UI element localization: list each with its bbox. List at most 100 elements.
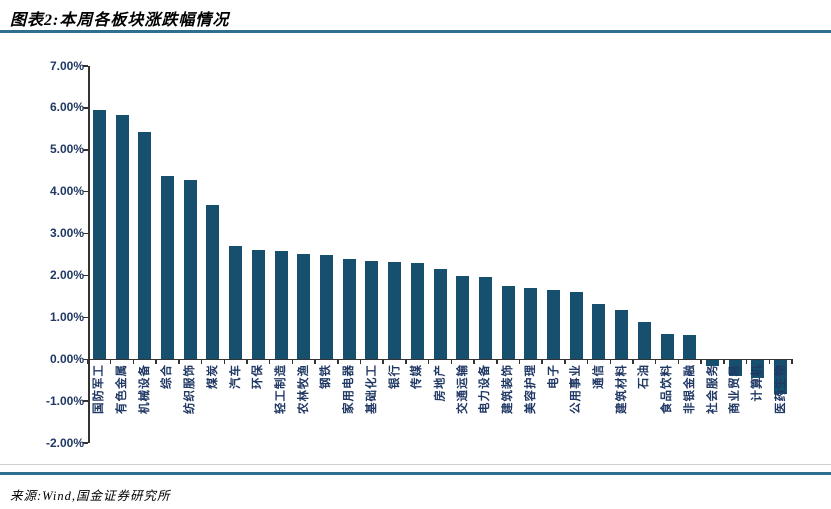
y-axis-tick [83, 232, 88, 235]
bar [115, 115, 129, 360]
category-label-text: 汽车 [229, 364, 242, 390]
y-axis-tick [83, 274, 88, 277]
bar [683, 335, 697, 360]
y-axis-label: -2.00% [45, 435, 84, 450]
x-axis-tick [450, 359, 453, 365]
x-axis-tick [178, 359, 180, 365]
y-axis-tick [83, 316, 88, 319]
category-label-text: 电子 [547, 364, 560, 390]
bar-chart-plot-area: 7.00% 6.00% 5.00% 4.00% 3.00% 2.00% 1.00% 0.00%… [45, 59, 793, 450]
category-label-text: 有色金属 [116, 364, 129, 415]
x-axis-tick [291, 359, 294, 365]
source-text: 来源:Wind,国金证券研究所 [10, 489, 171, 503]
x-axis-tick [609, 359, 612, 365]
x-axis-tick [132, 359, 135, 365]
y-axis-tick [83, 65, 88, 67]
x-axis-tick [382, 359, 384, 365]
bar [410, 262, 424, 360]
category-label-text: 电力设备 [479, 364, 492, 415]
bar [478, 277, 492, 360]
bar [547, 290, 561, 360]
category-label-text: 美容护理 [524, 364, 537, 415]
x-axis-tick [723, 359, 725, 365]
x-axis-tick [405, 359, 407, 365]
category-label-text: 食品饮料 [661, 364, 674, 415]
x-axis-tick [473, 359, 475, 365]
bar [388, 261, 402, 360]
category-label-text: 商业贸易 [729, 364, 742, 415]
x-axis-tick [359, 359, 362, 365]
category-label-text: 煤炭 [206, 364, 219, 390]
bar [274, 251, 288, 360]
bar [637, 321, 651, 360]
x-axis-tick [496, 359, 498, 365]
x-axis-tick [109, 359, 112, 365]
x-axis-line [88, 358, 792, 361]
y-axis-tick [83, 400, 88, 402]
bar [615, 309, 629, 360]
footer-divider-rule [0, 472, 831, 475]
category-label-text: 交通运输 [456, 364, 469, 415]
x-axis-tick [223, 359, 225, 365]
x-axis-tick [200, 359, 203, 365]
x-axis-tick [677, 359, 680, 365]
category-label-text: 计算机 [751, 364, 764, 402]
category-label-text: 石油 [638, 364, 651, 390]
bar [229, 246, 243, 360]
bar [501, 285, 515, 360]
bar [456, 275, 470, 360]
category-label-text: 房地产 [434, 364, 446, 402]
x-axis-tick [632, 359, 634, 365]
x-axis-tick [337, 359, 339, 365]
y-axis-label: 1.00% [49, 309, 84, 324]
bar [365, 260, 379, 360]
bar [706, 360, 720, 367]
y-axis-line [88, 66, 90, 444]
bar [297, 253, 311, 360]
category-label-text: 综合 [161, 364, 174, 390]
x-axis-tick [700, 359, 702, 365]
category-label-text: 公用事业 [570, 364, 583, 415]
bar [751, 360, 765, 378]
category-label-text: 建筑材料 [615, 364, 628, 415]
x-axis-tick [518, 359, 521, 365]
bar [524, 288, 538, 360]
bar [160, 176, 174, 360]
y-axis-tick [83, 107, 88, 109]
x-axis-tick [586, 359, 589, 365]
y-axis-label: -1.00% [45, 393, 84, 408]
y-axis-label: 6.00% [49, 100, 84, 115]
x-axis-tick [155, 359, 157, 365]
category-label-text: 轻工制造 [275, 364, 288, 415]
x-axis-tick [541, 359, 543, 365]
x-axis-tick [768, 359, 771, 365]
category-label-text: 国防军工 [93, 364, 106, 415]
y-axis-label: 0.00% [49, 351, 84, 366]
y-axis-tick [83, 358, 88, 361]
category-label-text: 钢铁 [320, 364, 333, 390]
bar [138, 132, 152, 360]
x-axis-tick [564, 359, 566, 365]
bar [660, 333, 674, 360]
chart-title: 图表2:本周各板块涨跌幅情况 [10, 12, 230, 29]
category-label-text: 非银金融 [683, 364, 696, 415]
y-axis-label: 2.00% [49, 268, 84, 282]
category-label-text: 通信 [592, 364, 605, 390]
y-axis-tick [83, 442, 88, 444]
y-axis-tick [83, 149, 88, 151]
x-axis-tick [791, 359, 793, 365]
y-axis-tick [83, 190, 88, 193]
x-axis-tick [745, 359, 748, 365]
bar [728, 360, 742, 376]
bar [183, 180, 197, 360]
category-label-text: 环保 [252, 364, 265, 390]
category-label-text: 社会服务 [706, 364, 719, 415]
x-axis-tick [246, 359, 248, 365]
category-label-text: 纺织服饰 [184, 364, 197, 415]
title-divider-rule [0, 30, 831, 33]
category-label-text: 家用电器 [343, 364, 356, 415]
bar [92, 109, 106, 360]
x-axis-tick [314, 359, 316, 365]
category-label-text: 机械设备 [138, 364, 151, 415]
